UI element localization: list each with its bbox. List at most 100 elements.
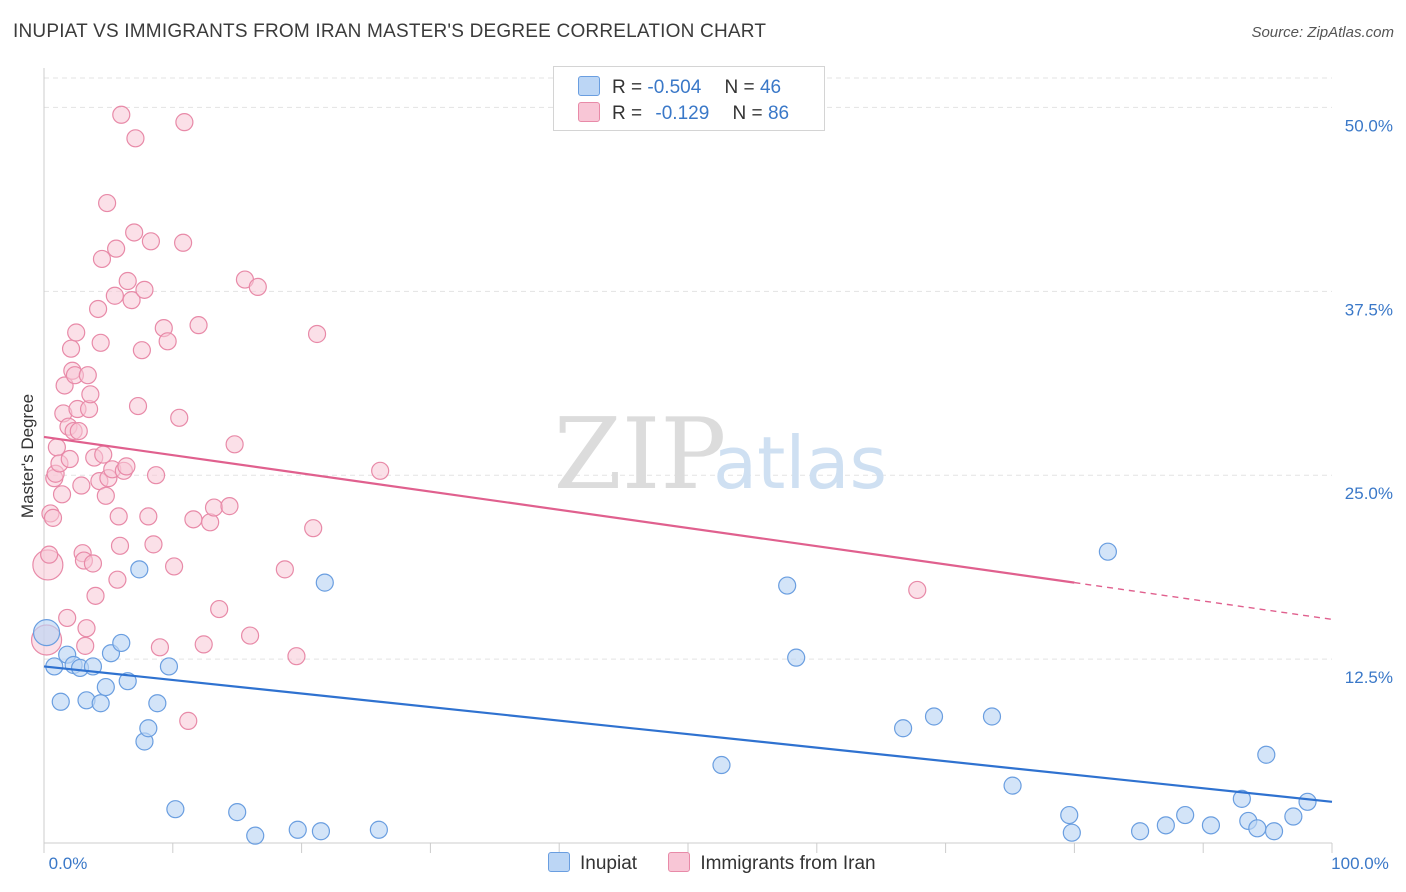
y-tick-labels: 12.5% 25.0% 37.5% 50.0%	[1345, 116, 1393, 687]
point-inupiat	[369, 820, 388, 839]
point-iran	[908, 580, 927, 600]
correlation-legend: R = -0.504 N = 46 R = -0.129 N = 86	[553, 66, 825, 131]
point-iran	[175, 113, 194, 132]
trend-lines	[43, 435, 1333, 803]
point-iran	[60, 449, 79, 469]
point-inupiat	[288, 820, 307, 839]
point-iran	[78, 366, 97, 385]
point-iran	[86, 586, 105, 605]
point-iran	[61, 339, 81, 358]
x-tick-label: 100.0%	[1331, 854, 1389, 873]
point-inupiat	[1248, 819, 1267, 838]
point-iran	[112, 105, 131, 124]
y-axis-label: Master's Degree	[18, 394, 37, 518]
point-iran	[307, 324, 327, 344]
point-iran	[225, 435, 244, 454]
point-iran	[126, 129, 145, 148]
point-iran	[164, 557, 184, 576]
point-inupiat	[246, 826, 265, 845]
point-iran	[170, 408, 189, 427]
y-tick-label: 12.5%	[1345, 668, 1393, 687]
point-iran	[88, 299, 108, 319]
point-inupiat	[139, 719, 158, 738]
point-iran	[210, 599, 229, 619]
point-inupiat	[1098, 542, 1117, 561]
point-iran	[107, 239, 126, 258]
point-iran	[83, 554, 103, 573]
point-iran	[91, 333, 110, 352]
point-iran	[287, 647, 306, 666]
point-iran	[204, 498, 224, 517]
point-inupiat	[924, 707, 944, 726]
point-inupiat	[1264, 822, 1284, 841]
legend-label-iran: Immigrants from Iran	[700, 853, 876, 874]
point-inupiat	[1062, 823, 1081, 842]
watermark: ZIP atlas	[554, 398, 887, 512]
point-inupiat	[315, 573, 334, 592]
point-iran	[194, 635, 213, 654]
point-inupiat	[1201, 816, 1221, 835]
point-inupiat	[91, 694, 110, 713]
legend-n-label: N =	[724, 77, 755, 98]
point-iran	[109, 507, 128, 526]
point-iran	[108, 570, 127, 589]
x-tick-labels: 0.0% 100.0%	[49, 854, 1389, 873]
point-inupiat	[51, 692, 70, 711]
point-iran	[139, 507, 158, 526]
point-inupiat	[1003, 776, 1022, 795]
point-iran	[248, 277, 267, 297]
gridlines	[44, 77, 1332, 660]
point-iran	[158, 332, 177, 351]
point-inupiat	[112, 633, 131, 653]
point-inupiat	[166, 800, 185, 819]
point-inupiat	[228, 803, 247, 822]
trend-line-iran	[43, 435, 1075, 584]
point-inupiat	[118, 672, 137, 691]
point-iran	[76, 636, 95, 655]
point-iran	[118, 271, 137, 291]
point-iran	[77, 619, 96, 638]
point-iran	[174, 233, 193, 252]
point-iran	[110, 536, 130, 555]
legend-swatch-iran	[668, 852, 691, 872]
series-inupiat-points	[32, 542, 1317, 845]
point-iran	[92, 249, 112, 269]
legend-swatch-inupiat	[548, 852, 570, 872]
legend-n-value: 86	[767, 103, 790, 124]
point-inupiat	[148, 694, 167, 713]
y-tick-label: 25.0%	[1345, 484, 1393, 503]
series-iran-points	[30, 105, 927, 730]
point-inupiat	[159, 657, 179, 676]
point-inupiat	[1060, 805, 1079, 825]
legend-row-iran: R = -0.129 N = 86	[578, 102, 789, 126]
point-iran	[135, 280, 154, 299]
point-iran	[189, 316, 208, 335]
x-tick-label: 0.0%	[49, 854, 88, 873]
point-inupiat	[1156, 816, 1175, 835]
point-iran	[275, 560, 294, 579]
point-iran	[240, 626, 260, 645]
point-inupiat	[1232, 789, 1251, 808]
chart-title: INUPIAT VS IMMIGRANTS FROM IRAN MASTER'S…	[13, 21, 767, 42]
point-inupiat	[1130, 822, 1150, 841]
trend-line-inupiat	[43, 665, 1333, 803]
point-iran	[144, 535, 163, 554]
legend-label-inupiat: Inupiat	[580, 853, 638, 874]
legend-r-label: R =	[612, 77, 643, 98]
point-iran	[371, 461, 390, 480]
legend-n-label: N =	[732, 103, 763, 124]
point-iran	[43, 508, 63, 527]
point-iran	[141, 232, 161, 251]
legend-swatch-iran	[578, 102, 600, 122]
point-inupiat	[778, 576, 797, 595]
point-inupiat	[311, 822, 331, 841]
point-iran	[220, 497, 239, 516]
watermark-zip: ZIP	[554, 398, 727, 512]
point-iran	[122, 291, 141, 310]
legend-swatch-inupiat	[578, 76, 600, 96]
source-label: Source: ZipAtlas.com	[1251, 24, 1394, 41]
legend-n-value: 46	[759, 77, 782, 98]
point-iran	[184, 510, 203, 529]
watermark-atlas: atlas	[713, 421, 887, 505]
